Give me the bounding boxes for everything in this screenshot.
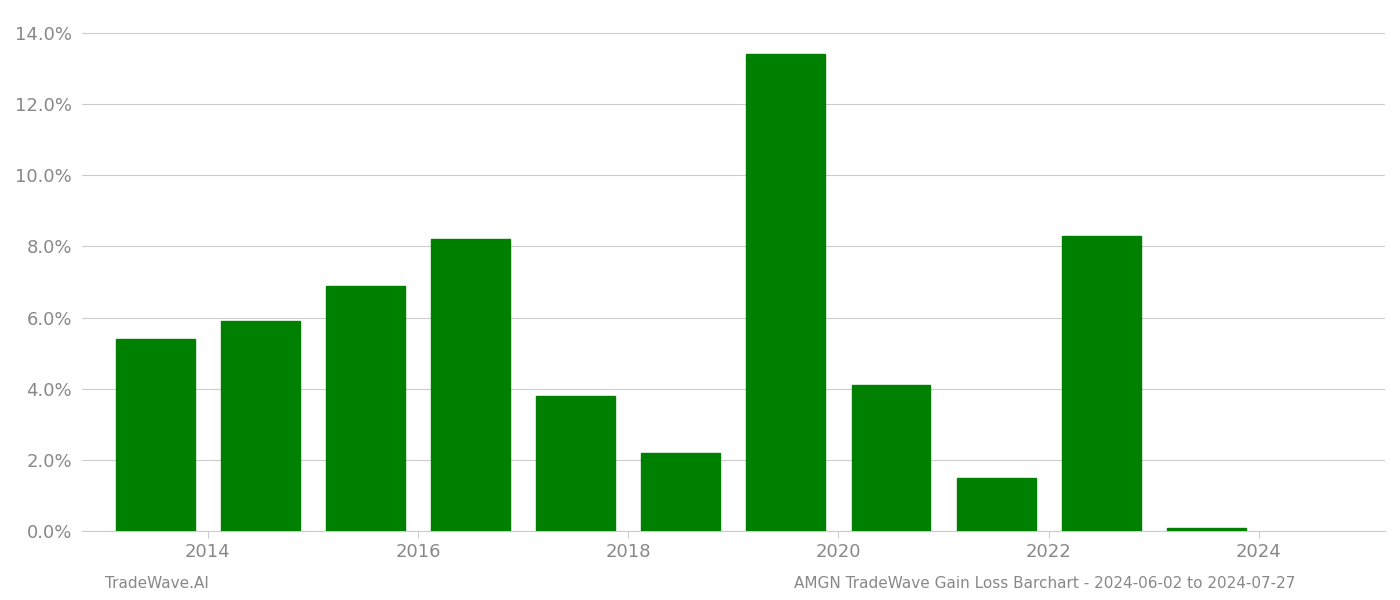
Bar (1168, 527, 1246, 531)
Bar (746, 54, 826, 531)
Bar (1061, 236, 1141, 531)
Bar (116, 339, 195, 531)
Bar (956, 478, 1036, 531)
Bar (641, 453, 720, 531)
Text: TradeWave.AI: TradeWave.AI (105, 576, 209, 591)
Bar (326, 286, 405, 531)
Bar (221, 321, 300, 531)
Bar (851, 385, 931, 531)
Text: AMGN TradeWave Gain Loss Barchart - 2024-06-02 to 2024-07-27: AMGN TradeWave Gain Loss Barchart - 2024… (794, 576, 1295, 591)
Bar (431, 239, 510, 531)
Bar (536, 396, 615, 531)
